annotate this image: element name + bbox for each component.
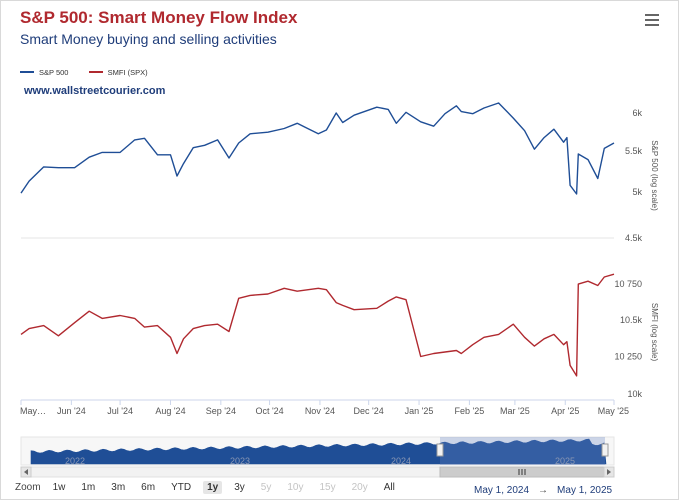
zoom-label: Zoom — [15, 482, 41, 493]
zoom-button-3m[interactable]: 3m — [111, 482, 126, 493]
y-tick-label: 10 750 — [614, 279, 642, 289]
x-tick-label: Apr '25 — [551, 406, 579, 416]
zoom-buttons: 1w 1m 3m 6m YTD 1y 3y 5y 10y 15y 20y All — [49, 481, 407, 494]
chart-title: S&P 500: Smart Money Flow Index — [20, 8, 298, 27]
y-tick-label: 10.5k — [620, 315, 643, 325]
y-axis-title: S&P 500 (log scale) — [650, 140, 659, 211]
y-tick-label: 10 250 — [614, 351, 642, 361]
zoom-button-6m[interactable]: 6m — [141, 482, 156, 493]
y-tick-label: 5k — [632, 187, 642, 197]
navigator-series-area — [30, 438, 607, 465]
legend-swatch-smfi — [88, 71, 103, 73]
legend-label-smfi: SMFI (SPX) — [107, 67, 148, 77]
x-tick-label: Nov '24 — [305, 406, 335, 416]
zoom-button-20y: 20y — [351, 482, 368, 493]
legend: S&P 500 SMFI (SPX) — [20, 66, 166, 77]
zoom-button-ytd[interactable]: YTD — [171, 482, 192, 493]
chart-subtitle: Smart Money buying and selling activitie… — [20, 31, 277, 47]
legend-item-sp500[interactable]: S&P 500 — [20, 68, 68, 77]
x-tick-label: Mar '25 — [500, 406, 530, 416]
zoom-button-all[interactable]: All — [383, 482, 395, 493]
watermark-link: www.wallstreetcourier.com — [24, 85, 166, 97]
x-tick-label: Feb '25 — [455, 406, 485, 416]
navigator-year-label: 2024 — [391, 456, 411, 466]
y-axis-title: SMFI (log scale) — [650, 303, 659, 362]
legend-label-sp500: S&P 500 — [39, 67, 69, 77]
y-tick-label: 6k — [632, 108, 642, 118]
x-tick-label: Aug '24 — [155, 406, 185, 416]
range-selector: Zoom 1w 1m 3m 6m YTD 1y 3y 5y 10y 15y 20y All — [15, 481, 407, 494]
zoom-button-10y: 10y — [287, 482, 304, 493]
x-tick-label: May… — [20, 406, 46, 416]
from-date-input[interactable]: May 1, 2024 — [474, 485, 530, 496]
zoom-button-1y[interactable]: 1y — [203, 481, 223, 494]
zoom-button-3y[interactable]: 3y — [234, 482, 245, 493]
navigator-year-label: 2023 — [230, 456, 250, 466]
x-tick-label: Oct '24 — [255, 406, 283, 416]
x-tick-label: Jun '24 — [57, 406, 86, 416]
scroll-left-icon — [24, 469, 28, 475]
zoom-button-15y: 15y — [319, 482, 336, 493]
navigator: 2022 2023 2024 2025 — [20, 436, 615, 466]
x-tick-label: Jan '25 — [405, 406, 434, 416]
x-tick-label: Sep '24 — [206, 406, 236, 416]
navigator-selection[interactable] — [440, 437, 605, 465]
to-date-input[interactable]: May 1, 2025 — [557, 485, 613, 496]
legend-item-smfi[interactable]: SMFI (SPX) — [88, 67, 148, 77]
zoom-button-5y: 5y — [260, 482, 272, 493]
zoom-button-1m[interactable]: 1m — [81, 482, 96, 493]
y-tick-label: 4.5k — [625, 233, 643, 243]
legend-swatch-sp500 — [20, 71, 34, 73]
date-range: May 1, 2024 → May 1, 2025 — [474, 485, 612, 496]
scroll-right-icon — [607, 469, 611, 475]
navigator-year-label: 2022 — [65, 456, 85, 466]
series-line-sp500[interactable] — [20, 102, 615, 195]
navigator-handle-right[interactable] — [601, 443, 609, 457]
zoom-button-1w[interactable]: 1w — [52, 482, 66, 493]
series-line-smfi[interactable] — [20, 273, 615, 377]
x-tick-label: Dec '24 — [354, 406, 384, 416]
x-tick-label: May '25 — [598, 406, 629, 416]
arrow-icon: → — [538, 485, 549, 496]
y-tick-label: 5.5k — [625, 146, 643, 156]
navigator-year-label: 2025 — [555, 456, 575, 466]
navigator-handle-left[interactable] — [436, 443, 444, 457]
y-tick-label: 10k — [627, 389, 642, 399]
hamburger-menu-icon[interactable] — [645, 14, 659, 26]
x-tick-label: Jul '24 — [107, 406, 133, 416]
